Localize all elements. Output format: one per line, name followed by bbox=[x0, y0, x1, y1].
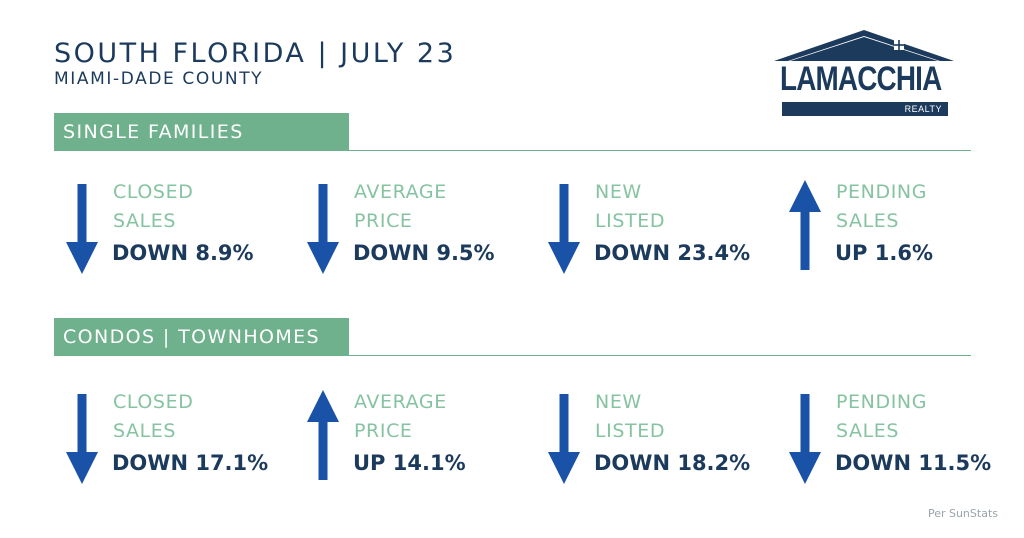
stat-value: UP 14.1% bbox=[353, 451, 466, 475]
stat-value: UP 1.6% bbox=[835, 241, 933, 265]
stat-ct-average-price: AVERAGE PRICE UP 14.1% bbox=[297, 388, 527, 498]
arrow-down-icon bbox=[66, 184, 98, 274]
section-header-condos-townhomes: CONDOS | TOWNHOMES bbox=[54, 318, 349, 356]
stat-ct-closed-sales: CLOSED SALES DOWN 17.1% bbox=[56, 388, 286, 498]
stat-value: DOWN 8.9% bbox=[112, 241, 254, 265]
stat-sf-pending-sales: PENDING SALES UP 1.6% bbox=[779, 178, 1009, 288]
section-divider bbox=[54, 355, 971, 356]
arrow-down-icon bbox=[307, 184, 339, 274]
logo-tag: REALTY bbox=[904, 104, 942, 114]
arrow-down-icon bbox=[66, 394, 98, 484]
arrow-down-icon bbox=[548, 394, 580, 484]
stat-sf-new-listed: NEW LISTED DOWN 23.4% bbox=[538, 178, 768, 288]
stat-label: PENDING SALES bbox=[836, 181, 928, 232]
stat-value: DOWN 9.5% bbox=[353, 241, 495, 265]
logo-wordmark: LAMACCHIA bbox=[780, 60, 942, 98]
stat-label: NEW LISTED bbox=[595, 181, 666, 232]
arrow-down-icon bbox=[789, 394, 821, 484]
stat-label: NEW LISTED bbox=[595, 391, 666, 442]
stat-label: AVERAGE PRICE bbox=[354, 181, 447, 232]
arrow-down-icon bbox=[548, 184, 580, 274]
company-logo: LAMACCHIA REALTY bbox=[774, 28, 954, 118]
page-title: SOUTH FLORIDA | JULY 23 bbox=[54, 38, 457, 69]
stat-sf-closed-sales: CLOSED SALES DOWN 8.9% bbox=[56, 178, 286, 288]
stat-value: DOWN 23.4% bbox=[594, 241, 751, 265]
stat-label: CLOSED SALES bbox=[113, 181, 194, 232]
stat-label: PENDING SALES bbox=[836, 391, 928, 442]
stat-value: DOWN 18.2% bbox=[594, 451, 751, 475]
section-divider bbox=[54, 150, 971, 151]
house-roof-icon bbox=[774, 30, 954, 61]
stat-label: AVERAGE PRICE bbox=[354, 391, 447, 442]
section-header-single-families: SINGLE FAMILIES bbox=[54, 113, 349, 151]
stat-sf-average-price: AVERAGE PRICE DOWN 9.5% bbox=[297, 178, 527, 288]
stat-label: CLOSED SALES bbox=[113, 391, 194, 442]
arrow-up-icon bbox=[789, 180, 821, 270]
stat-value: DOWN 17.1% bbox=[112, 451, 269, 475]
stat-ct-pending-sales: PENDING SALES DOWN 11.5% bbox=[779, 388, 1009, 498]
source-note: Per SunStats bbox=[927, 507, 998, 520]
page-subtitle: MIAMI-DADE COUNTY bbox=[54, 69, 264, 89]
logo-tag-bar: REALTY bbox=[782, 102, 948, 116]
stat-ct-new-listed: NEW LISTED DOWN 18.2% bbox=[538, 388, 768, 498]
arrow-up-icon bbox=[307, 390, 339, 480]
stat-value: DOWN 11.5% bbox=[835, 451, 992, 475]
